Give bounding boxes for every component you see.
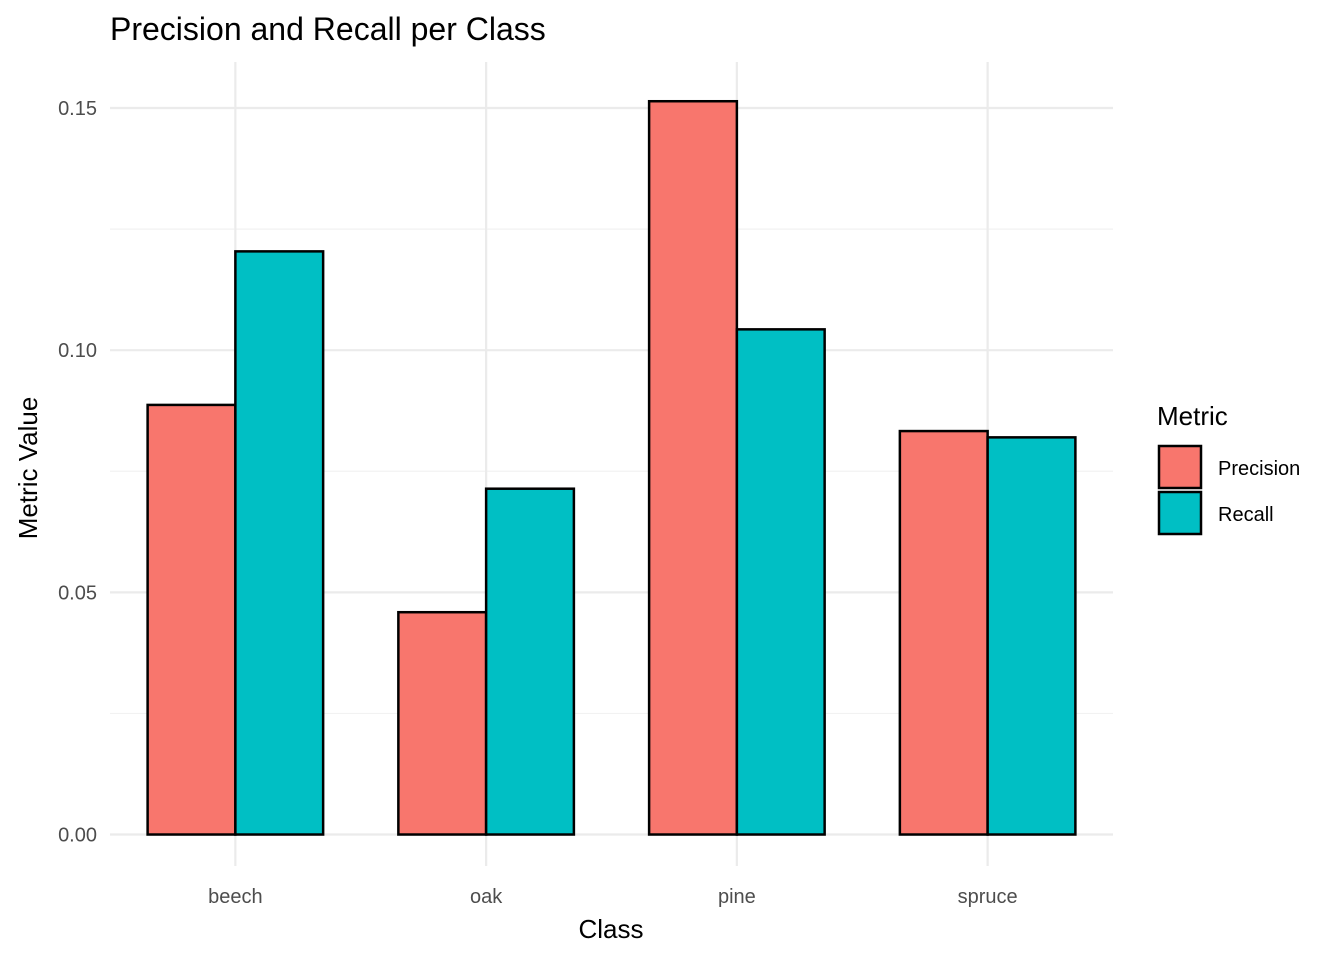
bar-beech-precision (146, 403, 237, 836)
legend-label-recall: Recall (1218, 504, 1274, 526)
y-axis-title: Metric Value (13, 397, 43, 540)
y-tick-label: 0.10 (58, 340, 97, 362)
x-axis-ticks: beech oak pine spruce (208, 886, 1018, 908)
bars-layer (146, 99, 1077, 836)
legend-label-precision: Precision (1218, 458, 1300, 480)
y-axis-ticks: 0.00 0.05 0.10 0.15 (58, 98, 97, 847)
bar-pine-precision (647, 99, 739, 836)
legend-title: Metric (1157, 401, 1228, 431)
x-tick-label: spruce (958, 886, 1018, 908)
bar-spruce-precision (898, 429, 989, 836)
bar-spruce-recall (986, 436, 1077, 836)
y-tick-label: 0.05 (58, 582, 97, 604)
bar-pine-recall (735, 328, 826, 836)
y-tick-label: 0.00 (58, 825, 97, 847)
legend: Metric Precision Recall (1157, 401, 1300, 536)
bar-oak-precision (397, 610, 488, 836)
bar-beech-recall (234, 250, 325, 836)
x-tick-label: oak (470, 886, 503, 908)
x-axis-title: Class (578, 914, 643, 944)
bar-oak-recall (484, 487, 576, 836)
legend-key-recall (1157, 490, 1203, 536)
y-tick-label: 0.15 (58, 98, 97, 120)
legend-key-precision (1157, 444, 1203, 490)
x-tick-label: pine (718, 886, 756, 908)
chart-title: Precision and Recall per Class (110, 11, 546, 47)
x-tick-label: beech (208, 886, 263, 908)
